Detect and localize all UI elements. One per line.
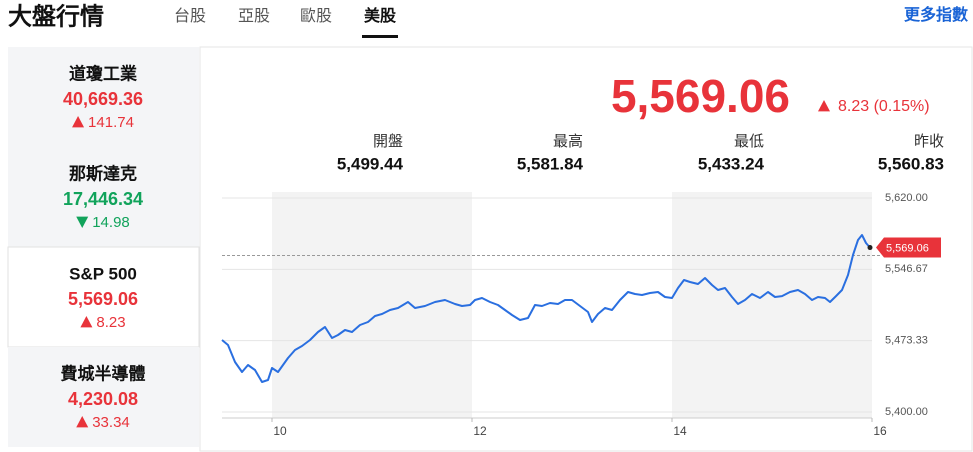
y-tick-label: 5,473.33 (885, 335, 928, 347)
up-arrow (76, 416, 89, 428)
index-change: 8.23 (96, 314, 125, 331)
last-point (867, 245, 873, 251)
up-arrow (818, 100, 830, 112)
tab[interactable]: 歐股 (300, 7, 332, 25)
index-name: 費城半導體 (61, 363, 146, 383)
stat-label: 昨收 (914, 133, 944, 150)
session-band (272, 192, 472, 418)
index-value: 5,569.06 (68, 289, 138, 309)
index-change: 14.98 (92, 214, 130, 231)
index-name: S&P 500 (69, 264, 137, 283)
index-item-bg (7, 246, 200, 348)
index-name: 道瓊工業 (69, 63, 137, 83)
index-name: 那斯達克 (69, 163, 137, 183)
y-tick-label: 5,546.67 (885, 263, 928, 275)
last-price-label: 5,569.06 (886, 242, 929, 254)
index-item[interactable]: 那斯達克 17,446.34 14.98 (8, 147, 199, 247)
stat-label: 最高 (553, 133, 583, 150)
x-tick-label: 12 (473, 424, 487, 438)
stat-value: 5,433.24 (698, 154, 765, 173)
x-tick-label: 14 (673, 424, 687, 438)
index-value: 40,669.36 (63, 89, 143, 109)
up-arrow (80, 316, 93, 328)
index-item-bg (8, 347, 199, 447)
last-price-tag (876, 237, 941, 258)
x-tick-label: 10 (273, 424, 287, 438)
index-value: 4,230.08 (68, 389, 138, 409)
y-tick-label: 5,400.00 (885, 406, 928, 418)
stat-value: 5,581.84 (517, 154, 584, 173)
index-value: 17,446.34 (63, 189, 143, 209)
main-panel (199, 46, 973, 452)
tab[interactable]: 亞股 (238, 7, 270, 25)
session-band (672, 192, 872, 418)
x-tick-label: 16 (873, 424, 887, 438)
quote-change: 8.23 (0.15%) (838, 98, 930, 115)
index-item-bg (8, 47, 199, 147)
index-item[interactable]: 費城半導體 4,230.08 33.34 (8, 347, 199, 447)
up-arrow (72, 116, 85, 128)
tab[interactable]: 台股 (174, 7, 206, 25)
index-change: 141.74 (88, 114, 134, 131)
down-arrow (76, 216, 89, 228)
stat-value: 5,499.44 (337, 154, 404, 173)
index-change: 33.34 (92, 414, 130, 431)
stat-label: 最低 (734, 133, 764, 150)
index-item[interactable]: 道瓊工業 40,669.36 141.74 (8, 47, 199, 147)
y-tick-label: 5,620.00 (885, 192, 928, 204)
more-link[interactable]: 更多指數 (904, 5, 968, 24)
tab[interactable]: 美股 (364, 6, 397, 25)
tab-underline (362, 35, 398, 38)
quote-price: 5,569.06 (611, 70, 790, 122)
stat-label: 開盤 (373, 133, 403, 150)
index-item[interactable]: S&P 500 5,569.06 8.23 (7, 246, 200, 348)
stat-value: 5,560.83 (878, 154, 944, 173)
index-item-bg (8, 147, 199, 247)
page-title: 大盤行情 (8, 2, 104, 30)
price-line (221, 234, 871, 383)
